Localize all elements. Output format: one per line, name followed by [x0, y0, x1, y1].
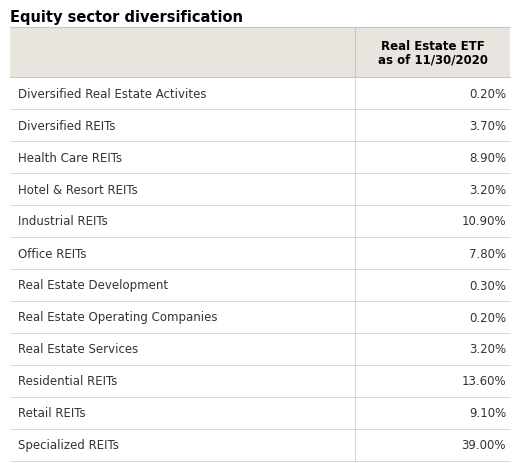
- Text: Office REITs: Office REITs: [18, 247, 86, 260]
- Text: 3.20%: 3.20%: [469, 183, 506, 196]
- Text: 7.80%: 7.80%: [469, 247, 506, 260]
- Bar: [10, 142, 510, 174]
- Text: Equity sector diversification: Equity sector diversification: [10, 10, 243, 25]
- Bar: [10, 28, 510, 78]
- Text: Hotel & Resort REITs: Hotel & Resort REITs: [18, 183, 138, 196]
- Bar: [10, 301, 510, 333]
- Bar: [10, 238, 510, 269]
- Bar: [10, 269, 510, 301]
- Text: 0.30%: 0.30%: [469, 279, 506, 292]
- Bar: [10, 365, 510, 397]
- Text: Real Estate Development: Real Estate Development: [18, 279, 168, 292]
- Text: Real Estate Services: Real Estate Services: [18, 343, 138, 356]
- Text: 3.20%: 3.20%: [469, 343, 506, 356]
- Text: Industrial REITs: Industrial REITs: [18, 215, 108, 228]
- Text: 0.20%: 0.20%: [469, 88, 506, 100]
- Text: Health Care REITs: Health Care REITs: [18, 151, 122, 164]
- Bar: [10, 397, 510, 429]
- Text: 3.70%: 3.70%: [469, 119, 506, 132]
- Text: Residential REITs: Residential REITs: [18, 375, 118, 388]
- Text: 9.10%: 9.10%: [469, 407, 506, 419]
- Bar: [10, 174, 510, 206]
- Bar: [10, 429, 510, 461]
- Text: 39.00%: 39.00%: [462, 438, 506, 451]
- Bar: [10, 206, 510, 238]
- Text: Real Estate Operating Companies: Real Estate Operating Companies: [18, 311, 217, 324]
- Bar: [10, 110, 510, 142]
- Text: 8.90%: 8.90%: [469, 151, 506, 164]
- Text: Diversified REITs: Diversified REITs: [18, 119, 115, 132]
- Text: Specialized REITs: Specialized REITs: [18, 438, 119, 451]
- Text: Diversified Real Estate Activites: Diversified Real Estate Activites: [18, 88, 206, 100]
- Bar: [10, 333, 510, 365]
- Text: 0.20%: 0.20%: [469, 311, 506, 324]
- Text: 13.60%: 13.60%: [461, 375, 506, 388]
- Bar: [10, 78, 510, 110]
- Text: Real Estate ETF: Real Estate ETF: [381, 40, 484, 53]
- Text: Retail REITs: Retail REITs: [18, 407, 86, 419]
- Text: 10.90%: 10.90%: [461, 215, 506, 228]
- Text: as of 11/30/2020: as of 11/30/2020: [378, 53, 488, 66]
